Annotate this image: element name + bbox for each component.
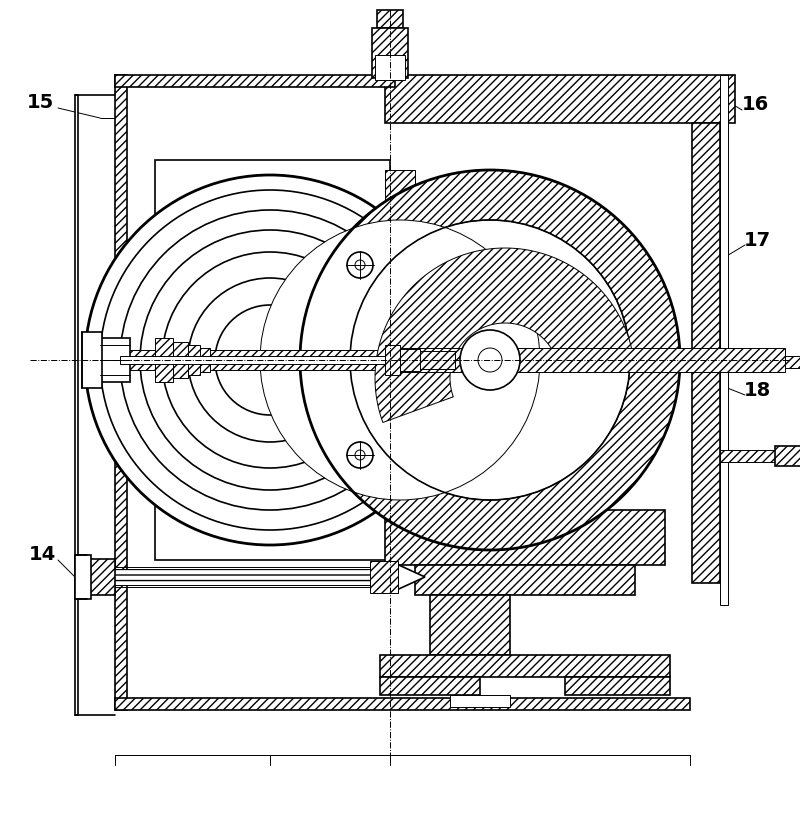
Bar — [385, 510, 665, 565]
Bar — [120, 350, 710, 370]
Bar — [115, 75, 127, 710]
Polygon shape — [390, 561, 425, 593]
Polygon shape — [375, 248, 633, 422]
Bar — [120, 356, 710, 364]
Bar — [188, 345, 200, 375]
Polygon shape — [300, 360, 680, 550]
Bar — [173, 342, 188, 378]
Bar — [385, 345, 400, 375]
Bar — [400, 349, 420, 371]
Bar — [200, 348, 210, 372]
Text: 15: 15 — [26, 92, 54, 112]
Bar — [385, 170, 415, 550]
Polygon shape — [300, 170, 680, 360]
Bar — [380, 655, 670, 677]
Bar — [565, 677, 670, 695]
Circle shape — [347, 252, 373, 278]
Circle shape — [478, 348, 502, 372]
Bar — [155, 160, 390, 560]
Bar — [775, 446, 800, 466]
Bar — [380, 677, 480, 695]
Bar — [375, 55, 405, 80]
Circle shape — [120, 210, 420, 510]
Bar — [75, 555, 91, 599]
Bar — [385, 75, 735, 123]
Bar — [415, 565, 635, 595]
Text: 14: 14 — [28, 545, 56, 565]
Bar — [692, 123, 720, 583]
Bar — [430, 595, 510, 655]
Bar — [75, 95, 78, 715]
Circle shape — [215, 305, 325, 415]
Circle shape — [188, 278, 352, 442]
Bar — [720, 356, 800, 368]
Circle shape — [460, 330, 520, 390]
Bar — [100, 338, 130, 382]
Text: 17: 17 — [743, 231, 770, 249]
Bar — [82, 332, 102, 388]
Circle shape — [355, 450, 365, 460]
Bar — [115, 698, 690, 710]
Circle shape — [100, 190, 440, 530]
Circle shape — [260, 220, 540, 500]
Bar — [377, 10, 403, 28]
Bar — [370, 561, 398, 593]
Circle shape — [85, 175, 455, 545]
Circle shape — [355, 260, 365, 270]
Text: 16: 16 — [742, 95, 769, 114]
Bar — [155, 338, 173, 382]
Bar — [115, 75, 395, 87]
Circle shape — [140, 230, 400, 490]
Bar — [450, 695, 510, 707]
Bar — [385, 348, 785, 372]
Bar — [720, 75, 728, 605]
Bar — [420, 351, 455, 369]
Bar — [87, 559, 115, 595]
Bar — [110, 567, 390, 587]
Bar — [110, 569, 390, 585]
Text: 18: 18 — [743, 381, 770, 399]
Bar — [372, 28, 408, 78]
Circle shape — [162, 252, 378, 468]
Circle shape — [347, 442, 373, 468]
Bar — [720, 450, 800, 462]
